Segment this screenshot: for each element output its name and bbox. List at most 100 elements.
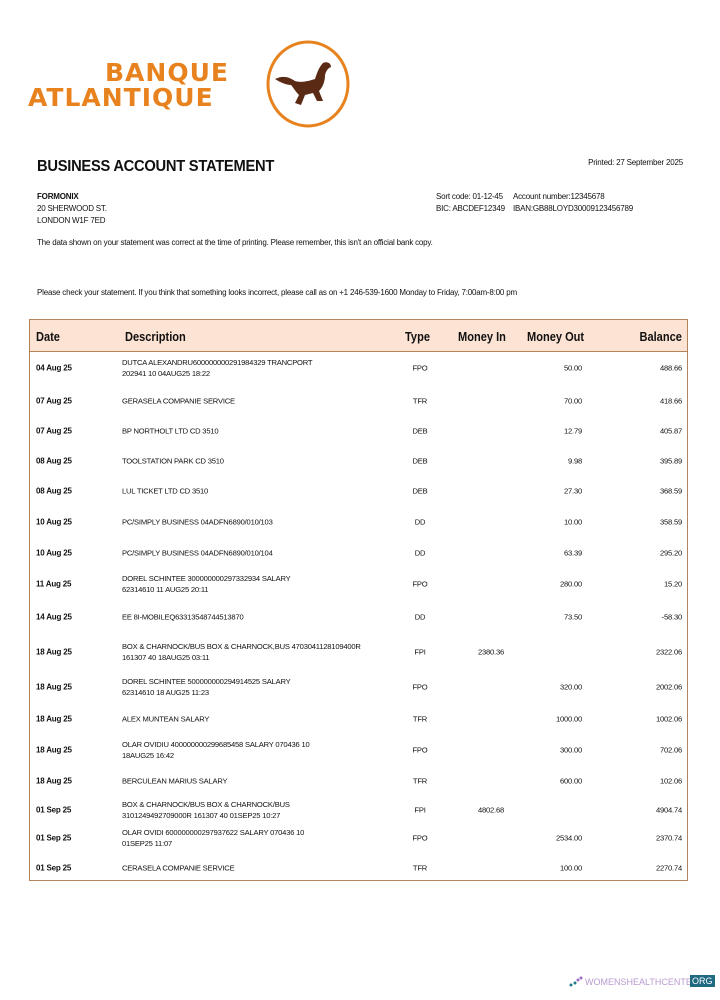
row-date: 11 Aug 25: [36, 579, 72, 589]
row-type: DEB: [412, 456, 428, 465]
row-money-out: 2534.00: [555, 833, 582, 843]
row-balance: 2270.74: [655, 863, 682, 872]
row-balance: 2322.06: [655, 647, 682, 656]
row-balance: 702.06: [659, 745, 682, 755]
table-row: 10 Aug 25 PC/SIMPLY BUSINESS 04ADFN6890/0…: [30, 537, 687, 568]
row-date: 01 Sep 25: [36, 833, 72, 843]
row-description: LUL TICKET LTD CD 3510: [122, 486, 209, 495]
column-description: Description: [125, 329, 186, 344]
row-description: BOX & CHARNOCK/BUS BOX & CHARNOCK,BUS 47…: [122, 641, 361, 662]
row-money-out: 63.39: [563, 548, 582, 557]
row-money-out: 100.00: [559, 863, 582, 872]
table-row: 08 Aug 25 LUL TICKET LTD CD 3510 DEB 27.30 3…: [30, 475, 687, 506]
row-balance: 2002.06: [655, 682, 682, 691]
row-type: TFR: [412, 776, 428, 786]
row-balance: 1002.06: [655, 714, 682, 723]
row-description: OLAR OVIDI 600000000297937622 SALARY 070…: [122, 828, 305, 848]
row-type: DEB: [412, 486, 428, 495]
row-description: PC/SIMPLY BUSINESS 04ADFN6890/010/104: [122, 548, 273, 557]
table-row: 01 Sep 25 CERASELA COMPANIE SERVICE TFR 100…: [30, 853, 687, 882]
row-date: 18 Aug 25: [36, 647, 72, 656]
watermark-dots-icon: [569, 976, 583, 987]
watermark-badge: ORG: [690, 975, 715, 987]
column-money-in: Money In: [458, 329, 506, 344]
table-row: 18 Aug 25 DOREL SCHINTEE 5000000002949145…: [30, 670, 687, 703]
row-description: CERASELA COMPANIE SERVICE: [122, 863, 235, 872]
customer-address-2: LONDON W1F 7ED: [37, 216, 106, 225]
row-money-out: 9.98: [568, 456, 582, 465]
table-row: 04 Aug 25 DUTCA ALEXANDRU6000000002919843…: [30, 351, 687, 385]
table-row: 07 Aug 25 BP NORTHOLT LTD CD 3510 DEB 12.79…: [30, 416, 687, 446]
column-date: Date: [36, 329, 60, 344]
row-type: FPI: [414, 647, 426, 656]
row-date: 14 Aug 25: [36, 612, 72, 621]
table-row: 11 Aug 25 DOREL SCHINTEE 3000000002973329…: [30, 568, 687, 600]
row-money-out: 70.00: [563, 396, 582, 405]
printed-date: Printed: 27 September 2025: [588, 158, 683, 167]
row-date: 18 Aug 25: [36, 682, 72, 691]
row-description: EE 8I-MOBILEQ63313548744513870: [122, 612, 244, 621]
column-balance: Balance: [639, 329, 682, 344]
bank-logo: BANQUE ATLANTIQUE: [0, 0, 360, 140]
row-type: DD: [414, 612, 426, 621]
row-balance: 418.66: [659, 396, 682, 405]
horse-emblem-icon: [266, 40, 350, 128]
row-date: 04 Aug 25: [36, 363, 72, 373]
row-description: BP NORTHOLT LTD CD 3510: [122, 426, 219, 436]
row-balance: 405.87: [659, 426, 682, 436]
row-description: OLAR OVIDIU 400000000299685458 SALARY 07…: [122, 740, 310, 760]
row-balance: 2370.74: [655, 833, 682, 843]
row-type: FPO: [412, 833, 428, 843]
column-money-out: Money Out: [527, 329, 585, 344]
iban: IBAN:GB88LOYD30009123456789: [513, 204, 634, 213]
row-money-out: 27.30: [563, 486, 582, 495]
contact-text: Please check your statement. If you thin…: [37, 288, 517, 297]
row-description: DOREL SCHINTEE 500000000294914525 SALARY…: [122, 676, 291, 697]
account-number: Account number:12345678: [513, 192, 605, 201]
row-date: 01 Sep 25: [36, 805, 72, 814]
table-row: 01 Sep 25 BOX & CHARNOCK/BUS BOX & CHARNO…: [30, 796, 687, 823]
row-money-out: 50.00: [563, 363, 582, 373]
row-date: 07 Aug 25: [36, 396, 72, 405]
table-row: 14 Aug 25 EE 8I-MOBILEQ63313548744513870 D…: [30, 600, 687, 633]
row-date: 18 Aug 25: [36, 776, 72, 786]
row-money-out: 1000.00: [555, 714, 582, 723]
row-description: BERCULEAN MARIUS SALARY: [122, 776, 228, 786]
row-money-out: 300.00: [559, 745, 582, 755]
column-type: Type: [405, 329, 430, 344]
table-row: 08 Aug 25 TOOLSTATION PARK CD 3510 DEB 9.98…: [30, 446, 687, 475]
row-balance: 358.59: [659, 517, 682, 526]
sort-code: Sort code: 01-12-45: [436, 192, 503, 201]
row-balance: 295.20: [659, 548, 682, 557]
row-money-out: 10.00: [563, 517, 582, 526]
row-type: DD: [414, 548, 426, 557]
row-description: BOX & CHARNOCK/BUS BOX & CHARNOCK/BUS 310…: [122, 799, 290, 820]
row-balance: 102.06: [659, 776, 682, 786]
row-type: TFR: [412, 863, 428, 872]
row-balance: 488.66: [659, 363, 682, 373]
row-money-out: 12.79: [563, 426, 582, 436]
logo-line-1: BANQUE: [105, 58, 229, 87]
table-row: 07 Aug 25 GERASELA COMPANIE SERVICE TFR 70.…: [30, 385, 687, 416]
row-type: FPO: [412, 682, 428, 691]
row-money-in: 4802.68: [477, 805, 504, 814]
transactions-table: Date Description Type Money In Money Out…: [29, 319, 688, 881]
table-row: 01 Sep 25 OLAR OVIDI 600000000297937622 S…: [30, 823, 687, 853]
page-title: BUSINESS ACCOUNT STATEMENT: [37, 158, 275, 175]
row-money-out: 280.00: [559, 579, 582, 589]
table-header: Date Description Type Money In Money Out…: [30, 320, 687, 352]
table-row: 10 Aug 25 PC/SIMPLY BUSINESS 04ADFN6890/0…: [30, 506, 687, 537]
row-description: TOOLSTATION PARK CD 3510: [122, 456, 224, 465]
row-money-out: 600.00: [559, 776, 582, 786]
row-description: ALEX MUNTEAN SALARY: [122, 714, 210, 723]
row-date: 08 Aug 25: [36, 486, 72, 495]
bic: BIC: ABCDEF12349: [436, 204, 505, 213]
row-type: DEB: [412, 426, 428, 436]
row-balance: 15.20: [663, 579, 682, 589]
row-type: FPO: [412, 579, 428, 589]
row-date: 18 Aug 25: [36, 714, 72, 723]
watermark-text: WOMENSHEALTHCENTER: [585, 977, 699, 987]
table-row: 18 Aug 25 BOX & CHARNOCK/BUS BOX & CHARNO…: [30, 633, 687, 670]
row-date: 08 Aug 25: [36, 456, 72, 465]
row-balance: -58.30: [661, 612, 683, 621]
